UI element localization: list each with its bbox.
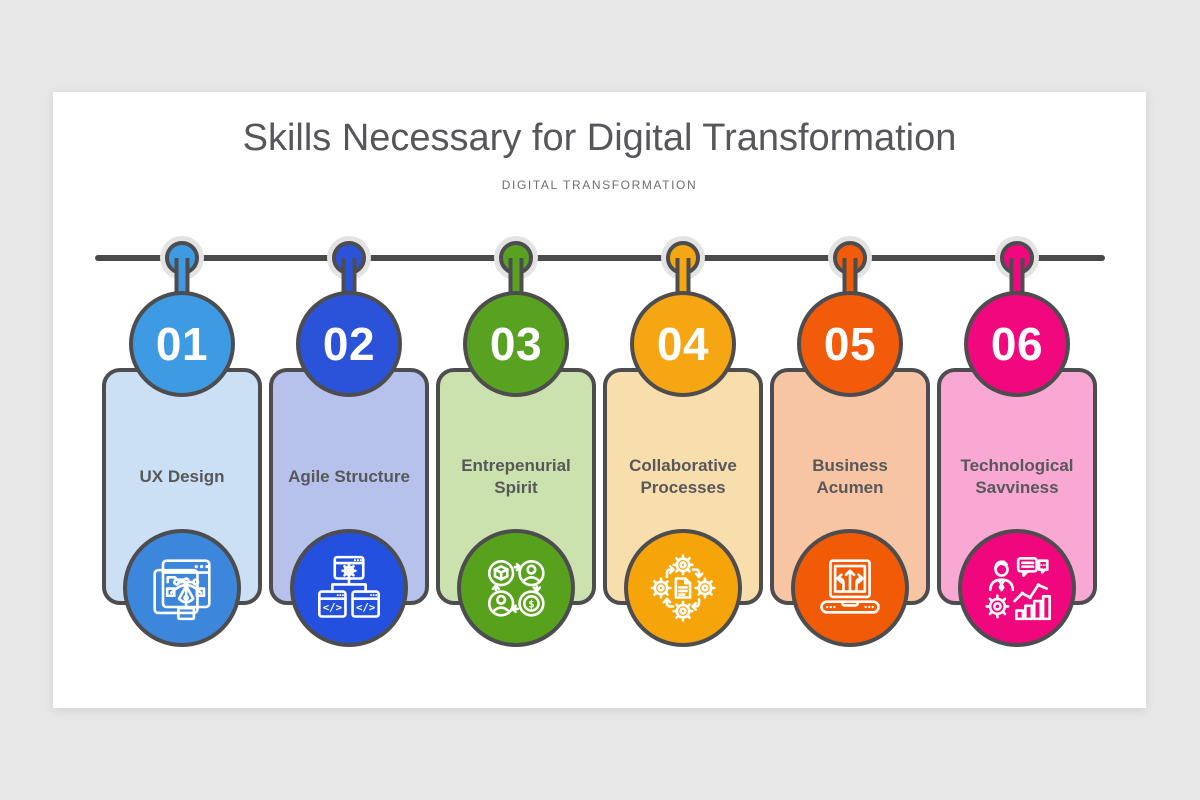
svg-text:$: $: [528, 597, 534, 610]
icon-badge: [958, 529, 1076, 647]
number-text: 06: [990, 318, 1044, 370]
business-cycle-icon: $: [487, 559, 545, 617]
code-structure-icon: </> </>: [318, 555, 380, 618]
number-badge: 04: [630, 291, 736, 397]
svg-text:</>: </>: [323, 601, 342, 614]
skill-label-wrap: Technological Savviness: [945, 447, 1089, 507]
connector-stem: [508, 258, 524, 296]
number-badge: 02: [296, 291, 402, 397]
connector-stem: [1009, 258, 1025, 296]
skill-label-wrap: Business Acumen: [778, 447, 922, 507]
number-text: 02: [322, 318, 376, 370]
icon-badge: $: [457, 529, 575, 647]
icon-badge: [791, 529, 909, 647]
strategy-laptop-icon: [820, 559, 880, 614]
number-text: 03: [489, 318, 543, 370]
timeline-bar: [95, 255, 1105, 261]
number-badge: 06: [964, 291, 1070, 397]
connector-stem: [675, 258, 691, 296]
skill-label: Collaborative Processes: [629, 455, 737, 497]
number-text: 05: [823, 318, 877, 370]
page-subtitle: DIGITAL TRANSFORMATION: [501, 178, 698, 192]
connector-stem: [341, 258, 357, 296]
skill-label-wrap: Entrepenurial Spirit: [444, 447, 588, 507]
connector-stem: [174, 258, 190, 296]
vector-design-icon: [153, 559, 211, 621]
icon-badge: [123, 529, 241, 647]
skill-label: Business Acumen: [812, 455, 888, 497]
number-badge: 01: [129, 291, 235, 397]
icon-badge: [624, 529, 742, 647]
connector-stem: [842, 258, 858, 296]
skill-label: UX Design: [139, 466, 225, 486]
page-title: Skills Necessary for Digital Transformat…: [242, 117, 957, 159]
skill-item-06: Technological Savviness 06: [937, 232, 1097, 677]
skill-item-03: Entrepenurial Spirit 03 $: [436, 232, 596, 677]
number-badge: 03: [463, 291, 569, 397]
skill-label-wrap: Collaborative Processes: [611, 447, 755, 507]
skill-label-wrap: UX Design: [110, 447, 254, 507]
svg-text:</>: </>: [356, 601, 375, 614]
number-text: 01: [155, 318, 209, 370]
skill-item-01: UX Design 01: [102, 232, 262, 677]
skill-label: Entrepenurial Spirit: [461, 455, 571, 497]
skill-item-02: Agile Structure 02 </> </>: [269, 232, 429, 677]
slide-canvas: Skills Necessary for Digital Transformat…: [53, 92, 1146, 708]
skill-item-04: Collaborative Processes 04: [603, 232, 763, 677]
number-text: 04: [656, 318, 710, 370]
process-gears-icon: [650, 554, 716, 622]
number-badge: 05: [797, 291, 903, 397]
skill-label: Agile Structure: [288, 466, 410, 486]
skill-label-wrap: Agile Structure: [277, 447, 421, 507]
icon-badge: </> </>: [290, 529, 408, 647]
analytics-person-icon: [985, 557, 1051, 621]
skill-item-05: Business Acumen 05: [770, 232, 930, 677]
skill-label: Technological Savviness: [960, 455, 1074, 497]
